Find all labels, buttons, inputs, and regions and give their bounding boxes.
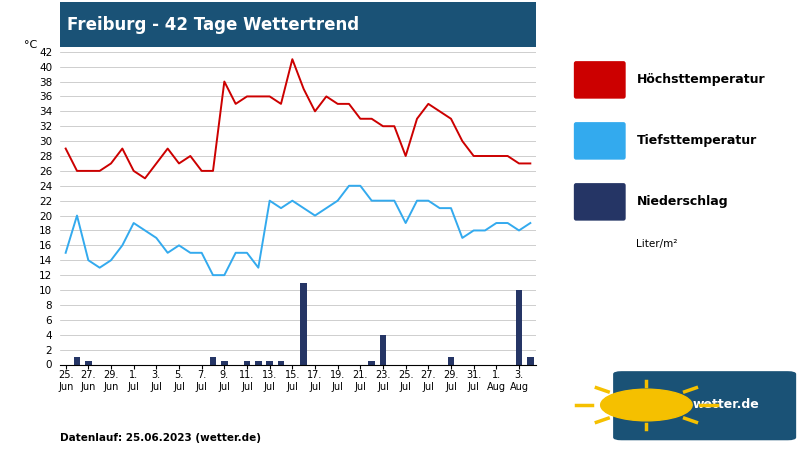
Text: °C: °C: [24, 40, 38, 50]
Bar: [210, 357, 216, 365]
Bar: [527, 357, 534, 365]
Text: Freiburg - 42 Tage Wettertrend: Freiburg - 42 Tage Wettertrend: [67, 16, 359, 34]
Bar: [300, 283, 307, 365]
Circle shape: [601, 389, 692, 421]
FancyBboxPatch shape: [613, 371, 796, 440]
Bar: [85, 361, 92, 365]
Text: Datenlauf: 25.06.2023 (wetter.de): Datenlauf: 25.06.2023 (wetter.de): [60, 433, 261, 443]
Bar: [516, 290, 522, 364]
Bar: [278, 361, 285, 365]
Bar: [243, 361, 250, 365]
Bar: [379, 335, 386, 365]
Text: wetter.de: wetter.de: [692, 399, 759, 411]
Text: Tiefsttemperatur: Tiefsttemperatur: [637, 135, 757, 148]
Text: Höchsttemperatur: Höchsttemperatur: [637, 73, 765, 86]
Bar: [266, 361, 273, 365]
Bar: [368, 361, 375, 365]
Bar: [74, 357, 80, 365]
Bar: [221, 361, 228, 365]
Text: Niederschlag: Niederschlag: [637, 195, 728, 208]
Bar: [448, 357, 454, 365]
FancyBboxPatch shape: [574, 122, 626, 160]
Bar: [255, 361, 262, 365]
FancyBboxPatch shape: [574, 61, 626, 99]
FancyBboxPatch shape: [574, 183, 626, 220]
Text: Liter/m²: Liter/m²: [637, 239, 678, 249]
